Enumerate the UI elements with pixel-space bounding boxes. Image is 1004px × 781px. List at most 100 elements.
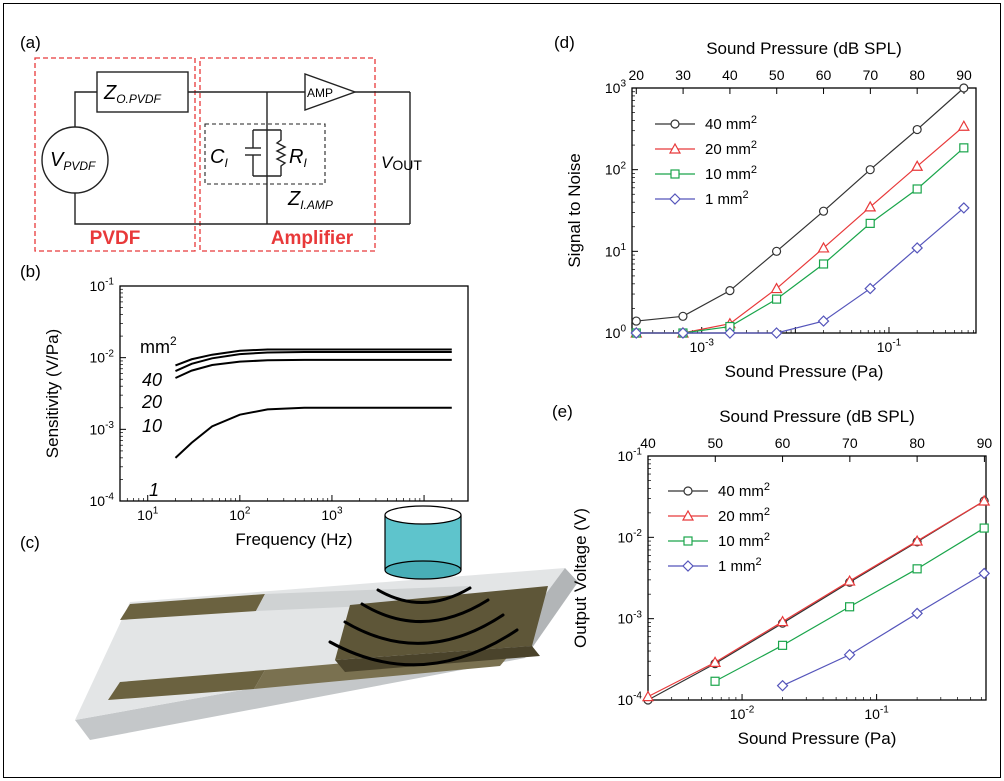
curve-label-title: mm2	[140, 334, 177, 357]
y-tick-label: 10-2	[90, 348, 115, 365]
figure-frame	[3, 3, 1001, 778]
data-point-10	[912, 564, 922, 574]
panel-c: (c)	[20, 505, 578, 740]
x-tick-label: 10-1	[877, 338, 902, 355]
data-point-10	[777, 640, 788, 650]
curve-label: 1	[149, 480, 159, 500]
x-axis-label: Sound Pressure (Pa)	[725, 362, 884, 381]
z-opvdf-box	[96, 71, 189, 113]
data-point-1	[864, 282, 877, 295]
data-point-10	[845, 602, 855, 612]
legend-marker-40	[683, 486, 693, 496]
data-point-20	[770, 282, 783, 294]
v-pvdf-source	[41, 126, 109, 194]
amplifier-block-box	[199, 57, 376, 252]
x-tick-label: 101	[137, 506, 159, 523]
speaker-cylinder	[384, 505, 462, 580]
amp-label: AMP	[307, 86, 333, 100]
data-point-10	[710, 676, 720, 686]
data-point-40	[725, 286, 735, 296]
data-point-1	[770, 327, 783, 339]
y-tick-label: 10-4	[618, 691, 643, 708]
top-tick-label: 90	[956, 67, 972, 83]
electrode-top-pad	[120, 594, 265, 620]
plot-area-border	[119, 285, 469, 502]
panel-c-label: (c)	[20, 533, 40, 552]
y-axis-label: Output Voltage (V)	[571, 508, 590, 648]
data-point-20	[709, 656, 722, 667]
data-point-10	[771, 294, 782, 304]
y-tick-label: 10-4	[90, 492, 115, 509]
data-point-1	[843, 648, 856, 661]
data-point-20	[817, 241, 830, 253]
legend-marker-20	[681, 509, 695, 521]
data-point-40	[865, 165, 875, 175]
series-line-20	[636, 125, 965, 334]
data-point-20	[957, 120, 970, 131]
chart-output-voltage: 10-4 10-3 10-2 10-1 10-2 10-1 Sound Pressure (…	[571, 407, 992, 748]
top-tick-label: 60	[775, 435, 791, 451]
y-tick-label: 10-1	[618, 447, 643, 464]
series-line-1	[174, 406, 452, 459]
top-tick-label: 70	[842, 435, 858, 451]
data-point-10	[865, 218, 875, 228]
data-point-20	[641, 690, 655, 702]
panel-b-label: (b)	[20, 262, 41, 281]
data-point-40	[912, 124, 922, 135]
pvdf-film-edge	[335, 646, 540, 672]
data-point-10	[979, 523, 989, 533]
y-tick-label: 10-2	[618, 528, 643, 545]
plot-area-border	[647, 455, 987, 701]
data-point-1	[911, 242, 924, 254]
series-line-40	[175, 348, 452, 367]
data-point-1	[630, 327, 643, 339]
data-point-40	[631, 316, 641, 326]
legend-marker-10	[683, 536, 693, 546]
legend-marker-1	[669, 193, 681, 205]
y-tick-label: 10-1	[90, 277, 115, 294]
circuit-wires	[74, 91, 411, 225]
data-point-40	[959, 83, 969, 93]
legend-marker-1	[682, 560, 694, 572]
series-line-1	[636, 207, 965, 334]
top-tick-label: 20	[628, 67, 644, 83]
legend-label-40: 40 mm2	[718, 481, 770, 500]
data-point-20	[911, 160, 924, 171]
top-tick-label: 30	[675, 67, 691, 83]
data-point-40	[678, 311, 688, 321]
top-tick-label: 50	[707, 435, 723, 451]
amp-triangle	[304, 73, 358, 111]
series-line-40	[636, 87, 965, 322]
y-tick-label: 103	[605, 79, 627, 96]
curve-label: 40	[142, 370, 162, 390]
panel-d-label: (d)	[554, 33, 575, 52]
legend-label-40: 40 mm2	[705, 114, 757, 133]
data-point-1	[978, 567, 991, 580]
x-tick-label: 10-3	[689, 338, 714, 355]
top-axis-label: Sound Pressure (dB SPL)	[706, 39, 902, 58]
data-point-1	[817, 315, 830, 327]
panel-e-label: (e)	[552, 402, 573, 421]
x-tick-label: 10-2	[730, 705, 755, 722]
top-axis-label: Sound Pressure (dB SPL)	[719, 407, 915, 426]
data-point-20	[978, 494, 991, 506]
y-tick-label: 100	[605, 324, 627, 341]
panel-a-label: (a)	[20, 33, 41, 52]
top-tick-label: 80	[909, 435, 925, 451]
data-point-1	[776, 679, 789, 692]
legend-label-1: 1 mm2	[705, 189, 749, 208]
electrode-top-lead	[256, 586, 470, 611]
z-iamp-box	[204, 123, 326, 185]
y-tick-label: 10-3	[618, 609, 643, 626]
top-tick-label: 70	[863, 67, 879, 83]
z-opvdf-label: ZO.PVDF	[103, 82, 162, 106]
top-tick-label: 60	[816, 67, 832, 83]
data-point-1	[724, 327, 736, 339]
data-point-40	[818, 206, 829, 216]
series-line-20	[175, 350, 452, 372]
x-axis-label: Frequency (Hz)	[235, 530, 352, 549]
data-point-20	[911, 534, 924, 546]
x-tick-label: 10-1	[864, 705, 889, 722]
legend-marker-10	[670, 169, 680, 179]
